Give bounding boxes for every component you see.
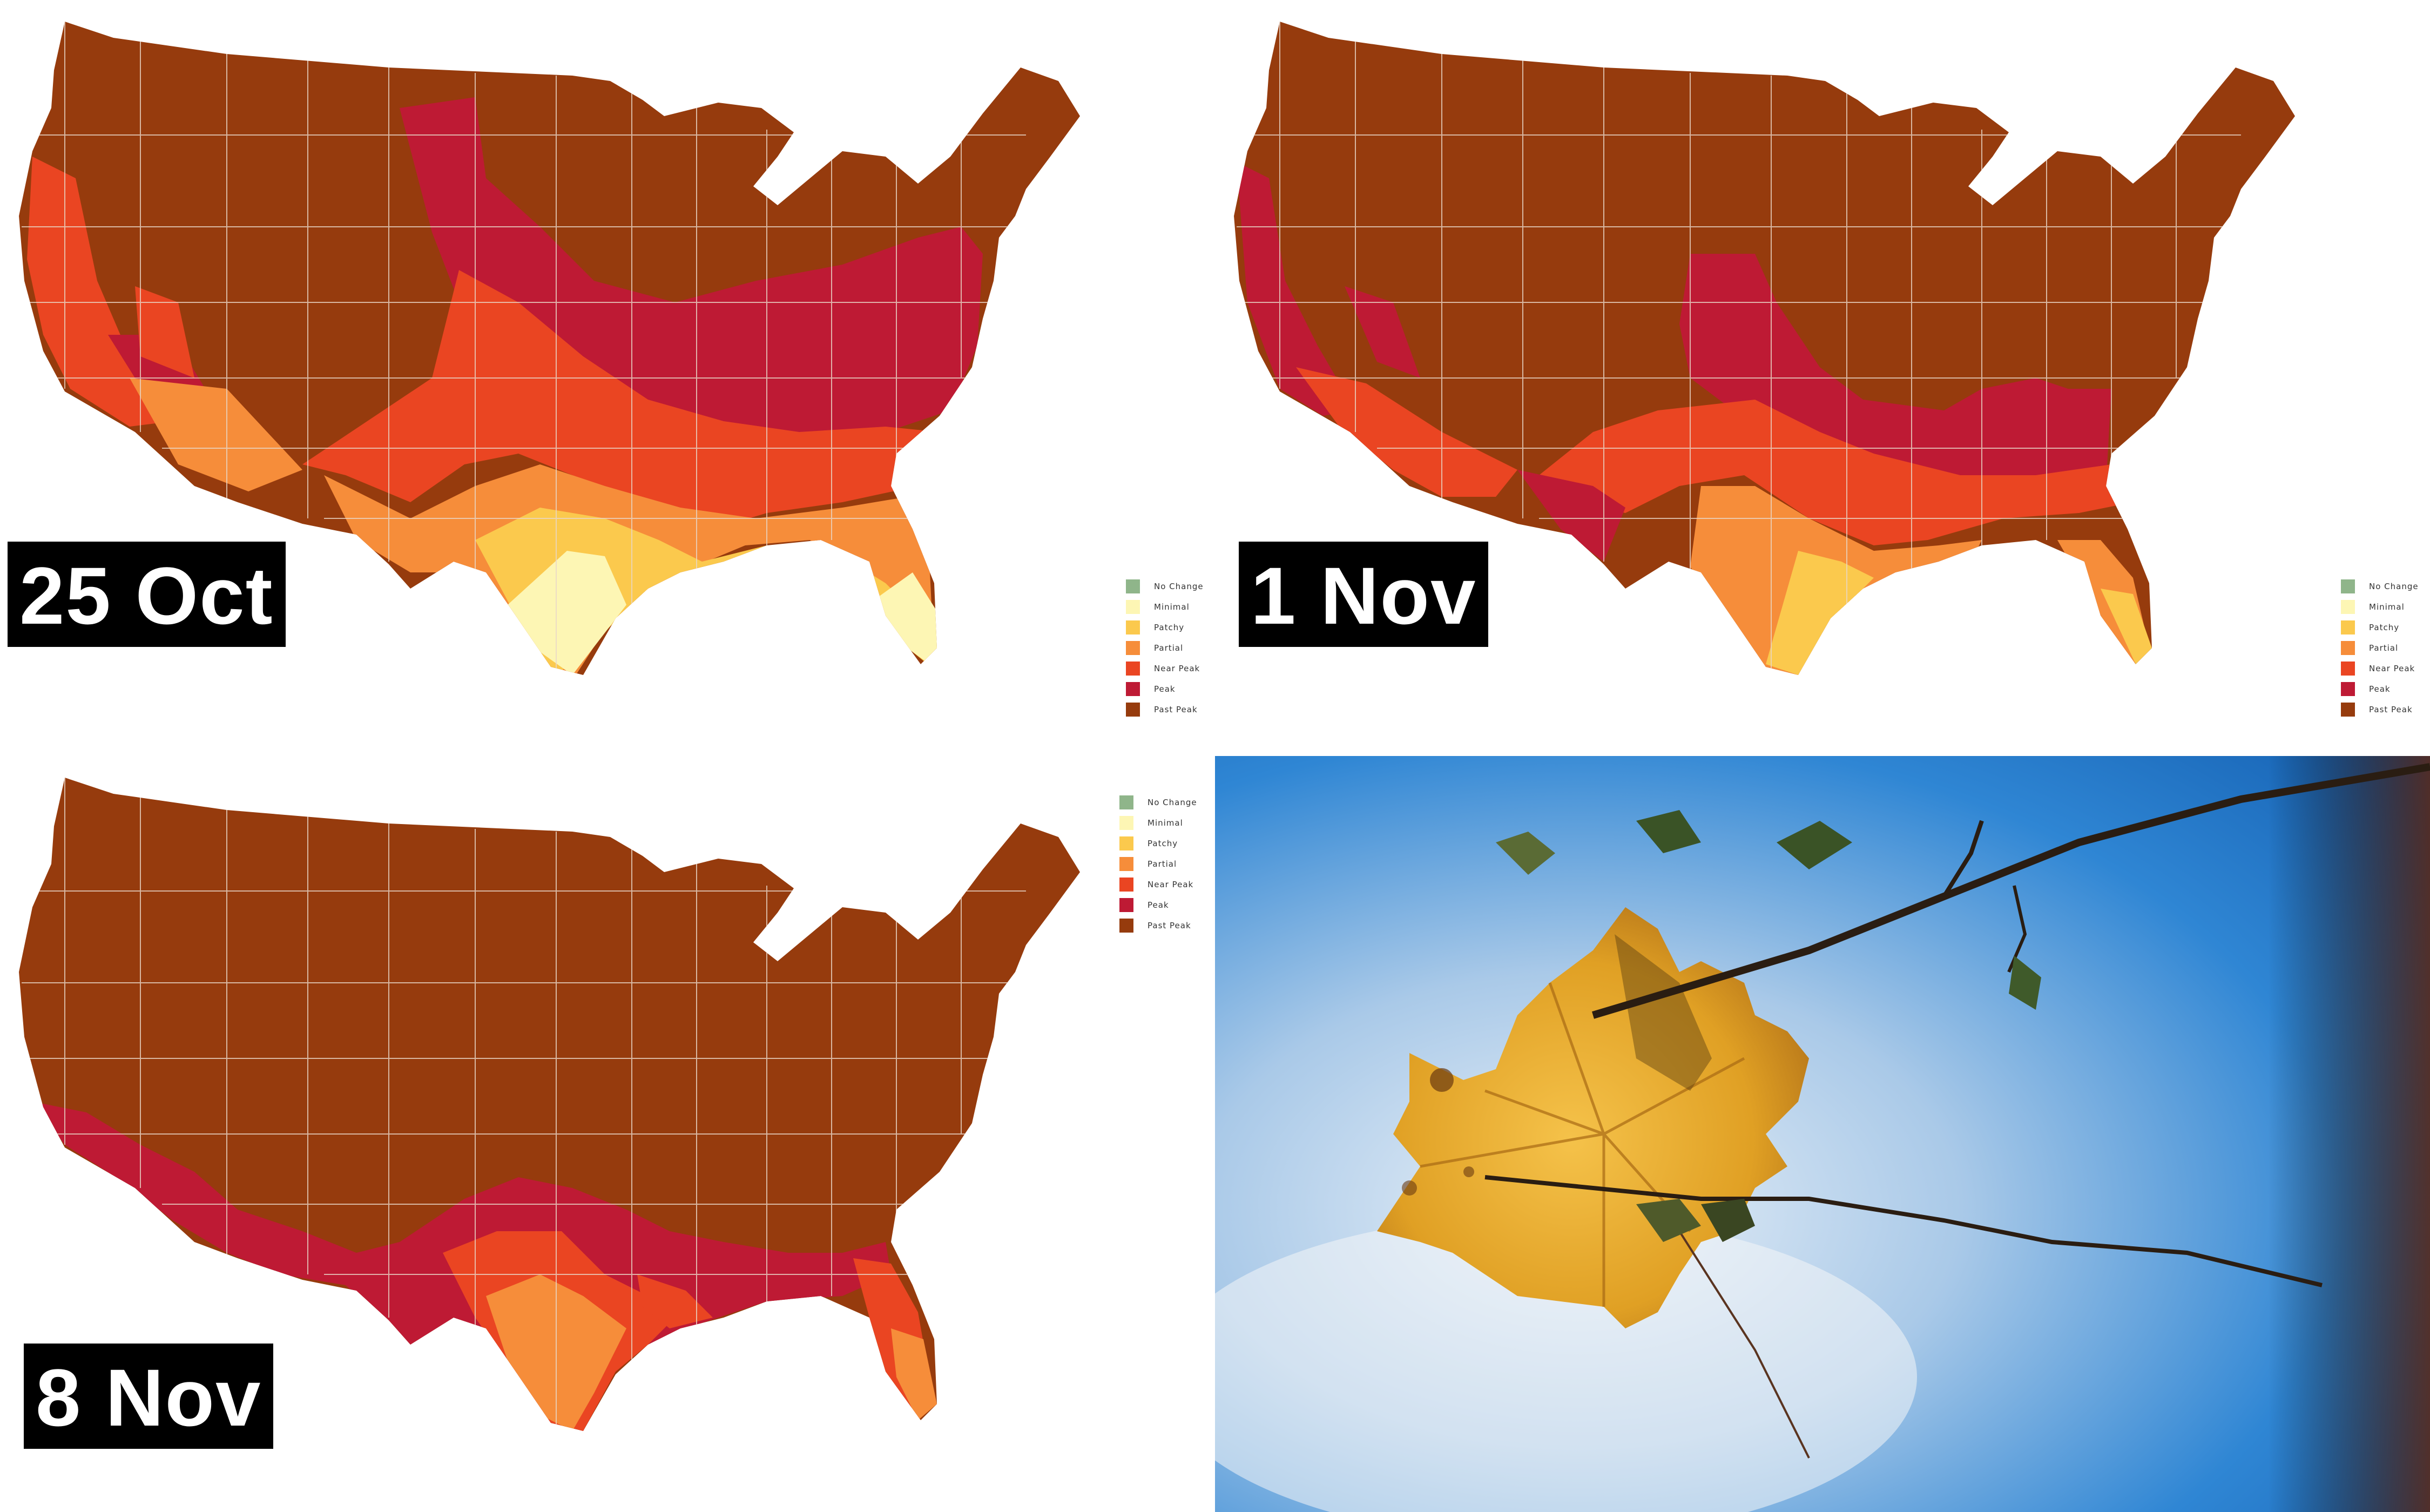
legend-swatch	[1119, 816, 1133, 830]
legend-swatch	[1119, 836, 1133, 850]
legend-swatch	[1119, 898, 1133, 912]
legend-swatch	[1119, 878, 1133, 892]
legend-item: Peak	[2341, 679, 2427, 699]
us-foliage-map	[19, 778, 1080, 1431]
legend-swatch	[1126, 682, 1140, 696]
legend-swatch	[1119, 919, 1133, 933]
legend-swatch	[2341, 620, 2355, 634]
legend-item: Minimal	[1126, 597, 1212, 617]
legend-item: Minimal	[1119, 813, 1206, 833]
leaf-photo-icon	[1215, 756, 2430, 1512]
legend-swatch	[2341, 703, 2355, 717]
date-label: 1 Nov	[1239, 542, 1489, 647]
legend-swatch	[1126, 641, 1140, 655]
map-panel-25-oct: 25 Oct No Change Minimal Patchy Partial …	[0, 0, 1215, 756]
legend-item: Minimal	[2341, 597, 2427, 617]
legend-item: Partial	[1119, 854, 1206, 874]
date-label: 8 Nov	[24, 1344, 274, 1449]
date-label: 25 Oct	[8, 542, 286, 647]
legend-swatch	[2341, 662, 2355, 676]
legend-item: No Change	[1126, 576, 1212, 597]
legend-item: Near Peak	[1126, 658, 1212, 679]
legend-item: Near Peak	[2341, 658, 2427, 679]
legend-swatch	[1126, 703, 1140, 717]
legend-item: No Change	[2341, 576, 2427, 597]
legend-item: Patchy	[2341, 617, 2427, 638]
legend: No Change Minimal Patchy Partial Near Pe…	[1126, 576, 1212, 720]
legend: No Change Minimal Patchy Partial Near Pe…	[1119, 792, 1206, 936]
legend-swatch	[1119, 795, 1133, 809]
legend: No Change Minimal Patchy Partial Near Pe…	[2341, 576, 2427, 720]
legend-swatch	[2341, 579, 2355, 593]
map-panel-8-nov: 8 Nov No Change Minimal Patchy Partial N…	[0, 756, 1215, 1512]
autumn-leaf-photo	[1215, 756, 2430, 1512]
legend-swatch	[1126, 620, 1140, 634]
legend-swatch	[2341, 641, 2355, 655]
legend-item: Past Peak	[1119, 915, 1206, 936]
legend-item: Near Peak	[1119, 874, 1206, 895]
legend-swatch	[2341, 600, 2355, 614]
legend-item: Patchy	[1126, 617, 1212, 638]
legend-item: No Change	[1119, 792, 1206, 813]
legend-item: Past Peak	[1126, 699, 1212, 720]
legend-item: Peak	[1119, 895, 1206, 915]
legend-item: Past Peak	[2341, 699, 2427, 720]
legend-swatch	[1126, 579, 1140, 593]
legend-item: Patchy	[1119, 833, 1206, 854]
legend-item: Partial	[2341, 638, 2427, 658]
legend-swatch	[2341, 682, 2355, 696]
legend-swatch	[1119, 857, 1133, 871]
legend-swatch	[1126, 600, 1140, 614]
legend-item: Peak	[1126, 679, 1212, 699]
legend-item: Partial	[1126, 638, 1212, 658]
map-panel-1-nov: 1 Nov No Change Minimal Patchy Partial N…	[1215, 0, 2430, 756]
legend-swatch	[1126, 662, 1140, 676]
